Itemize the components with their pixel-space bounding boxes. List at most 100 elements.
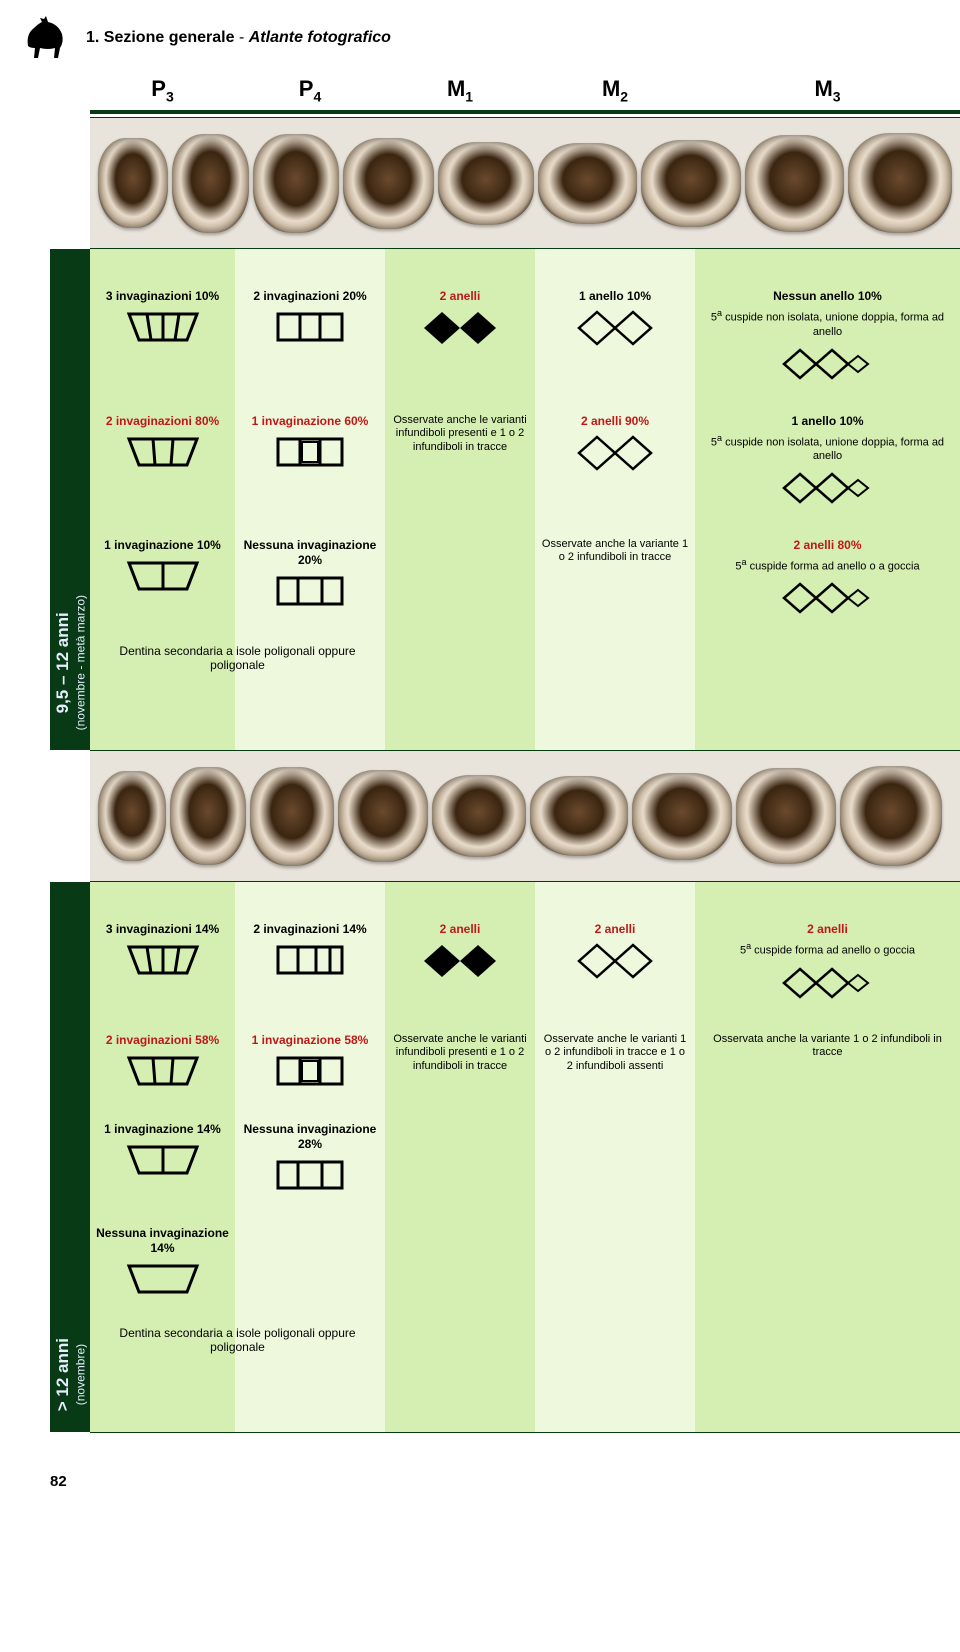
antelope-icon: [20, 16, 72, 60]
cell-title: 2 invaginazioni 80%: [96, 414, 229, 429]
tooth-photo-1: [90, 118, 960, 248]
tooth-image: [432, 775, 526, 857]
cell: 1 invaginazione 58%: [235, 1023, 385, 1112]
cell-note: 5a cuspide forma ad anello o goccia: [701, 941, 954, 958]
glyph-dia2open_small: [780, 578, 876, 618]
cell-title: 1 invaginazione 10%: [96, 538, 229, 553]
cell-title: 3 invaginazioni 14%: [96, 922, 229, 937]
tooth-labels-row: P3P4M1M2M3: [50, 70, 960, 110]
cell: Osservate anche le varianti infundiboli …: [385, 404, 535, 528]
glyph-box2: [270, 308, 350, 348]
tooth-image: [632, 773, 732, 860]
tooth-image: [250, 767, 334, 866]
cell: [235, 1216, 385, 1320]
cell-title: Nessuna invaginazione 14%: [96, 1226, 229, 1256]
tooth-label: M3: [695, 76, 960, 104]
glyph-trap1: [123, 1141, 203, 1181]
cell-note: 5a cuspide forma ad anello o a goccia: [701, 557, 954, 574]
cell: Osservate anche la variante 1 o 2 infund…: [535, 528, 695, 638]
cell-title: Nessuna invaginazione 20%: [241, 538, 379, 568]
tooth-image: [172, 134, 250, 232]
cell: [385, 1216, 535, 1320]
cell-title: 1 anello 10%: [541, 289, 689, 304]
glyph-dia2open_small: [780, 344, 876, 384]
cell: 1 anello 10%5a cuspide non isolata, unio…: [695, 404, 960, 528]
tooth-image: [736, 768, 836, 865]
glyph-box0: [270, 572, 350, 612]
page-header: 1. Sezione generale - Atlante fotografic…: [0, 0, 960, 70]
glyph-box0: [270, 1156, 350, 1196]
cell: 1 invaginazione 60%: [235, 404, 385, 528]
cell-title: Nessun anello 10%: [701, 289, 954, 304]
cell: 2 invaginazioni 14%: [235, 912, 385, 1022]
atlas-title: Atlante fotografico: [249, 29, 391, 46]
glyph-dia2open: [575, 941, 655, 981]
glyph-dia2solid: [420, 941, 500, 981]
header-text: 1. Sezione generale - Atlante fotografic…: [86, 29, 391, 47]
glyph-dia2open_small: [780, 468, 876, 508]
glyph-dia2open: [575, 433, 655, 473]
glyph-dia2solid: [420, 308, 500, 348]
cell: [385, 528, 535, 638]
tooth-image: [840, 766, 942, 866]
tooth-image: [170, 767, 246, 865]
glyph-box1: [270, 433, 350, 473]
cell-title: 2 invaginazioni 14%: [241, 922, 379, 937]
cell-title: 2 invaginazioni 20%: [241, 289, 379, 304]
cell-title: 3 invaginazioni 10%: [96, 289, 229, 304]
cell: 2 anelli: [385, 912, 535, 1022]
tooth-label: P3: [90, 76, 235, 104]
tooth-photo-2: [90, 751, 960, 881]
glyph-trap0: [123, 1260, 203, 1300]
glyph-dia2open: [575, 308, 655, 348]
cell: 2 anelli 80% 5a cuspide forma ad anello o…: [695, 528, 960, 638]
cell: 2 invaginazioni 20%: [235, 279, 385, 403]
cell-note: Osservate anche le varianti infundiboli …: [391, 1033, 529, 1074]
cell-title: 2 anelli: [541, 922, 689, 937]
cell-title: 2 anelli: [391, 922, 529, 937]
age-tab-1: 9,5 – 12 anni (novembre - metà marzo): [50, 249, 90, 750]
tooth-image: [253, 134, 339, 233]
glyph-trap3: [123, 941, 203, 981]
tooth-image: [641, 140, 741, 227]
cell-note: Osservate anche le varianti 1 o 2 infund…: [541, 1033, 689, 1074]
tooth-image: [848, 133, 952, 233]
cell-title: 1 invaginazione 58%: [241, 1033, 379, 1048]
glyph-box2b: [270, 941, 350, 981]
tooth-image: [98, 138, 168, 228]
glyph-dia2open_small: [780, 963, 876, 1003]
grid-2: 3 invaginazioni 14% 2 invaginazioni 14% 2 …: [90, 882, 960, 1431]
glyph-trap2: [123, 433, 203, 473]
cell: Nessuna invaginazione 28%: [235, 1112, 385, 1216]
cell: [535, 1112, 695, 1216]
tooth-image: [538, 143, 638, 223]
cell-title: 2 anelli 80%: [701, 538, 954, 553]
cell: Nessuna invaginazione 20%: [235, 528, 385, 638]
cell-note: Osservate anche la variante 1 o 2 infund…: [541, 538, 689, 566]
cell-title: 1 anello 10%: [701, 414, 954, 429]
cell-note: Osservate anche le varianti infundiboli …: [391, 414, 529, 455]
age-tab-2: > 12 anni (novembre): [50, 882, 90, 1431]
cell: Osservate anche le varianti infundiboli …: [385, 1023, 535, 1112]
grid-1: 3 invaginazioni 10% 2 invaginazioni 20% 2 …: [90, 249, 960, 750]
cell: 1 anello 10%: [535, 279, 695, 403]
tooth-image: [343, 138, 435, 229]
cell: 1 invaginazione 14%: [90, 1112, 235, 1216]
cell: Osservata anche la variante 1 o 2 infund…: [695, 1023, 960, 1112]
cell-title: 1 invaginazione 14%: [96, 1122, 229, 1137]
cell: 2 invaginazioni 58%: [90, 1023, 235, 1112]
cell: 2 anelli: [535, 912, 695, 1022]
tooth-image: [530, 776, 628, 856]
tooth-image: [98, 771, 166, 861]
cell-title: 2 anelli: [701, 922, 954, 937]
glyph-trap1: [123, 557, 203, 597]
tooth-label: M1: [385, 76, 535, 104]
dentina-note: Dentina secondaria a isole poligonali op…: [90, 1320, 385, 1372]
cell: 2 anelli: [385, 279, 535, 403]
cell: 1 invaginazione 10%: [90, 528, 235, 638]
tooth-image: [745, 135, 845, 232]
tooth-image: [338, 770, 428, 861]
dentina-note: Dentina secondaria a isole poligonali op…: [90, 638, 385, 690]
section-title: 1. Sezione generale: [86, 29, 235, 46]
age-block-1: 9,5 – 12 anni (novembre - metà marzo) 3 …: [50, 249, 960, 750]
